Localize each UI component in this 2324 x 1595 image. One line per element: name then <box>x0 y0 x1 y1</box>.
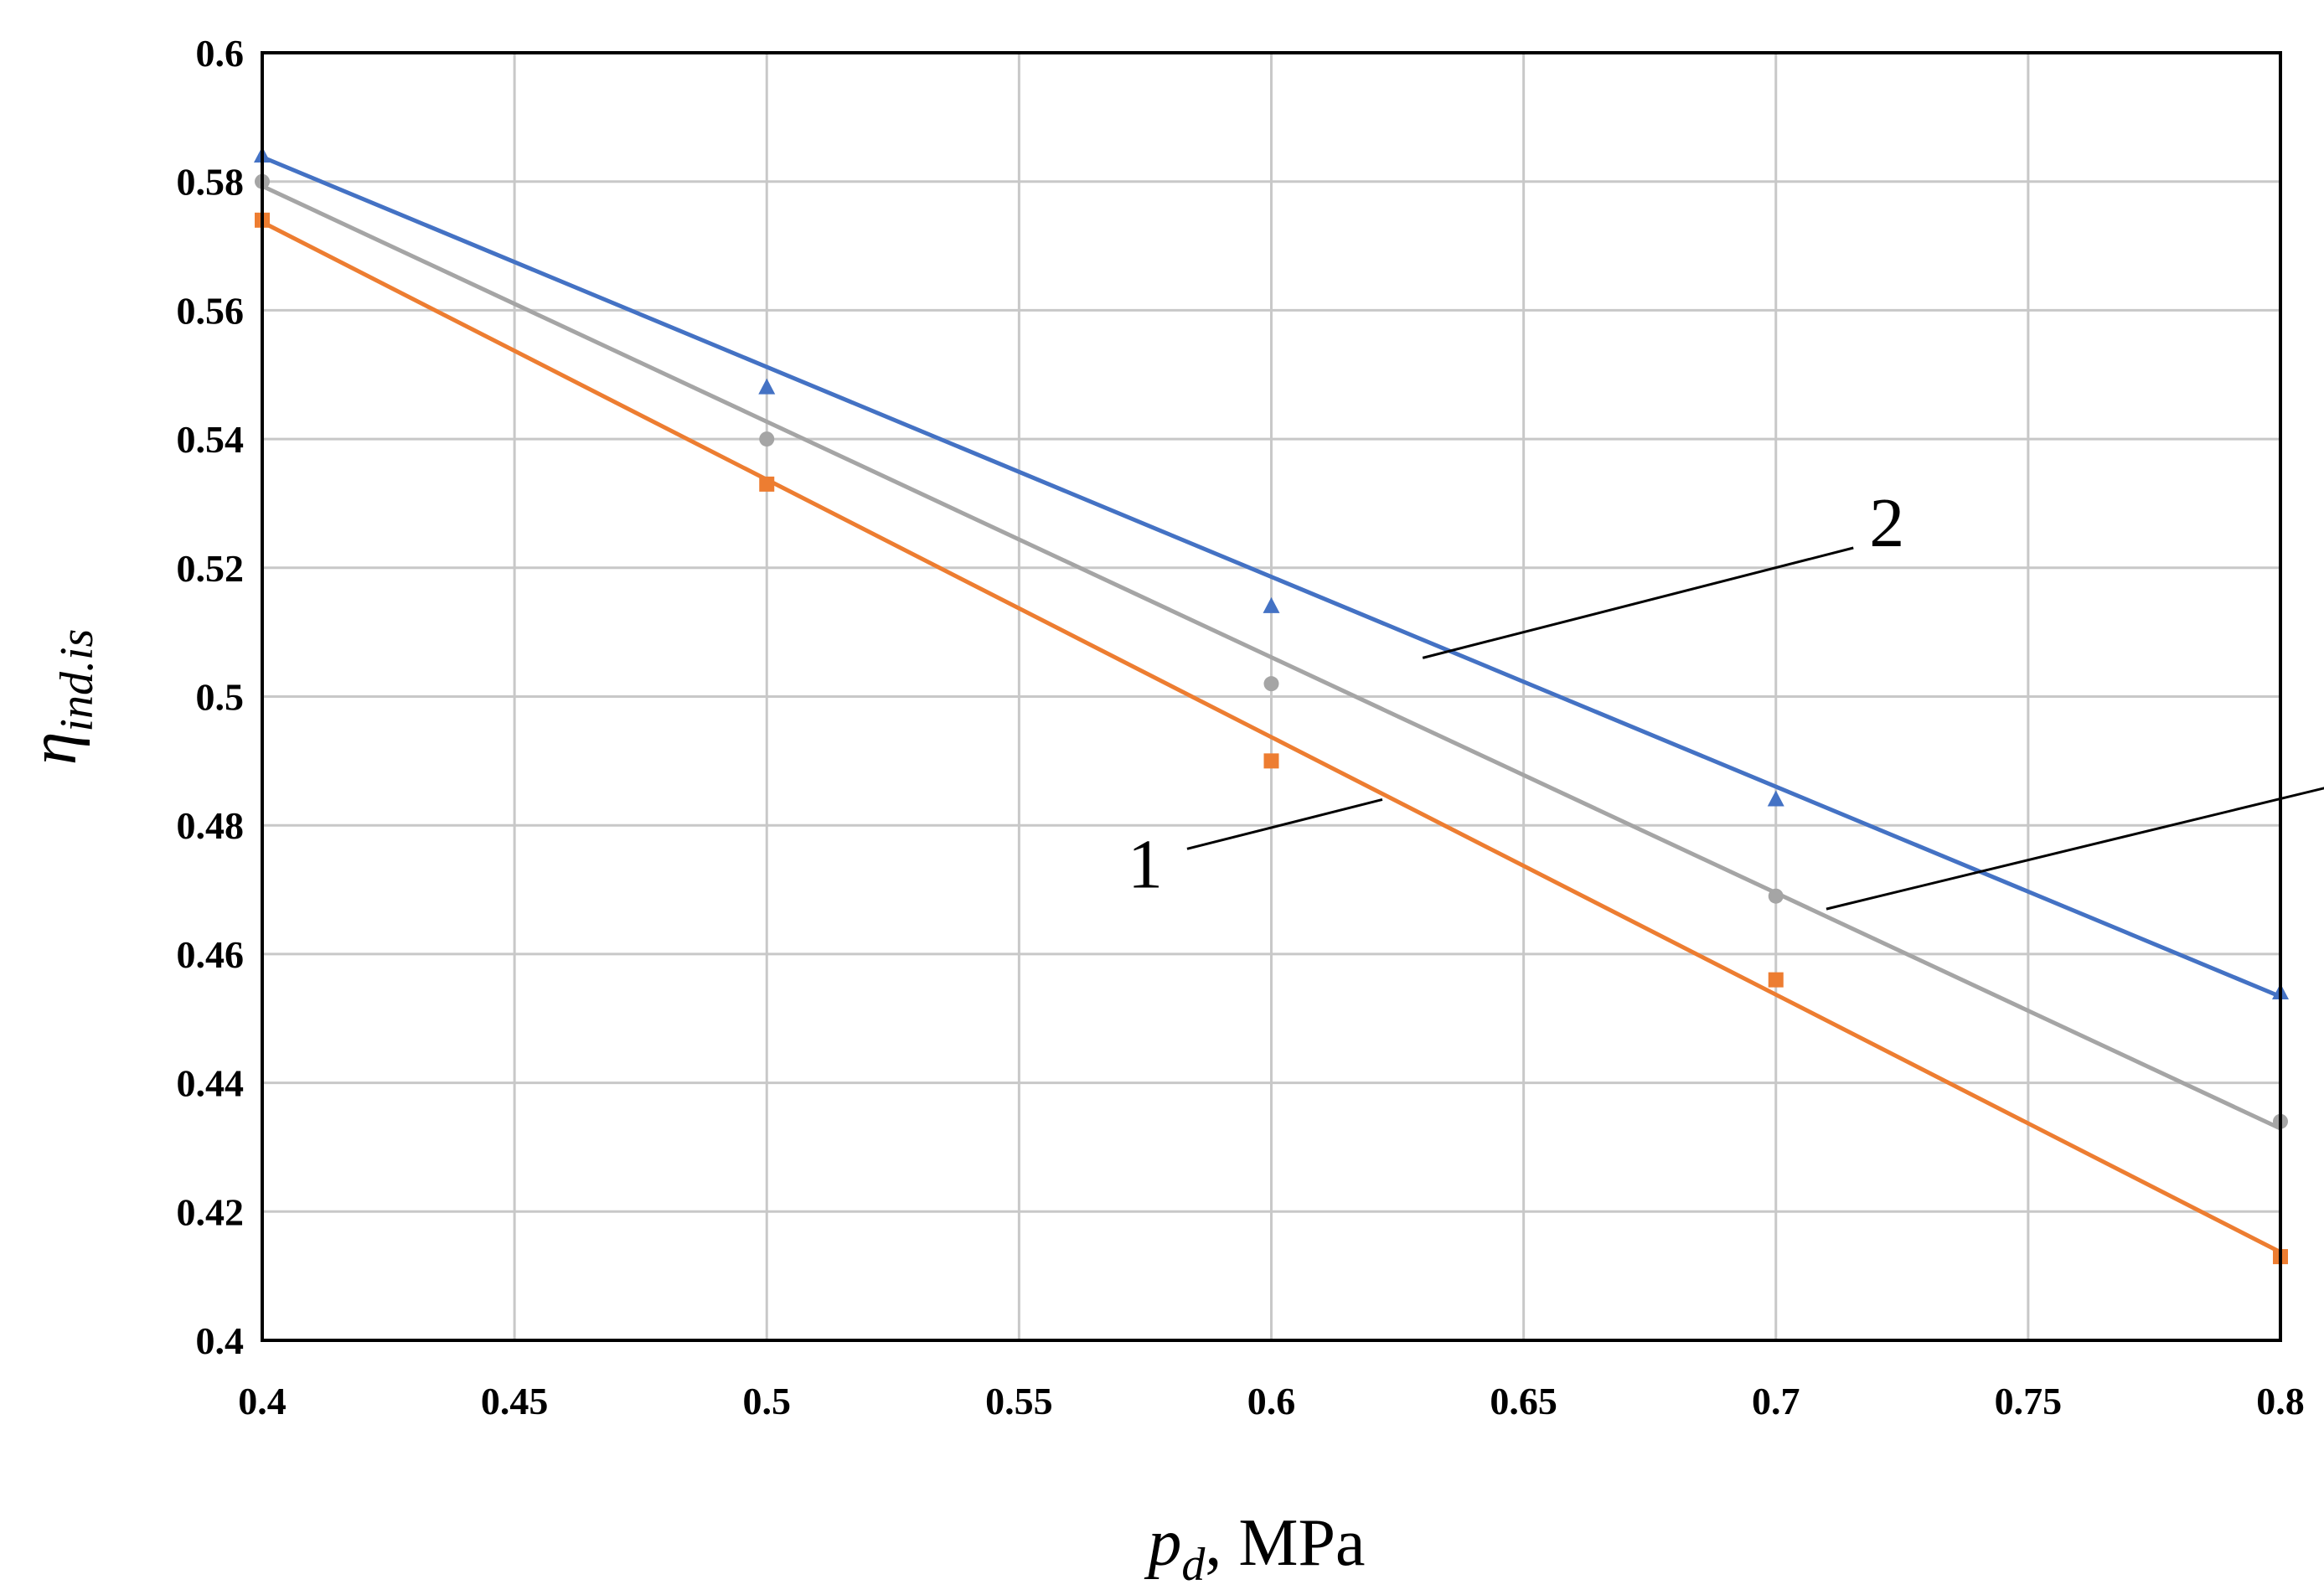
data-point <box>759 431 775 447</box>
y-tick-label: 0.42 <box>177 1190 245 1233</box>
curve-2-label: 2 <box>1869 484 1904 562</box>
data-point <box>1263 753 1279 769</box>
x-axis-symbol: p <box>1144 1506 1181 1580</box>
y-axis-subscript: ind.is <box>51 629 103 732</box>
y-tick-label: 0.44 <box>177 1062 245 1105</box>
data-point <box>1767 790 1784 807</box>
x-tick-label: 0.4 <box>238 1380 287 1422</box>
series-line <box>261 183 2282 1131</box>
x-axis-title: pd, MPa <box>1144 1506 1365 1591</box>
series-1 <box>255 212 2288 1265</box>
y-tick-label: 0.6 <box>196 32 245 75</box>
y-axis-symbol: η <box>17 732 90 766</box>
data-point <box>1263 676 1279 692</box>
y-tick-label: 0.52 <box>177 547 245 590</box>
data-point <box>1768 888 1784 904</box>
y-tick-label: 0.4 <box>196 1319 245 1362</box>
y-axis-title: ηind.is <box>17 629 103 766</box>
series-layer <box>254 146 2289 1265</box>
curve-2-leader <box>1422 546 1854 659</box>
data-point <box>1768 972 1784 988</box>
y-tick-label: 0.58 <box>177 161 245 204</box>
curve-3-leader <box>1826 787 2324 911</box>
x-tick-label: 0.75 <box>1995 1380 2063 1422</box>
data-point <box>758 378 776 395</box>
plot-area-frame <box>261 51 2282 1342</box>
x-tick-label: 0.5 <box>743 1380 792 1422</box>
curve-1-leader <box>1186 798 1383 850</box>
gridlines <box>261 51 2282 1342</box>
x-tick-label: 0.45 <box>481 1380 549 1422</box>
x-tick-label: 0.55 <box>985 1380 1053 1422</box>
curve-annotations: 123 <box>1128 484 2324 911</box>
y-tick-label: 0.5 <box>196 676 245 719</box>
x-tick-label: 0.65 <box>1490 1380 1557 1422</box>
x-tick-label: 0.6 <box>1247 1380 1296 1422</box>
series-line <box>261 155 2281 999</box>
y-tick-label: 0.54 <box>177 418 245 461</box>
x-axis-unit: , MPa <box>1205 1506 1365 1580</box>
x-tick-label: 0.8 <box>2256 1380 2305 1422</box>
data-point <box>759 476 775 492</box>
series-line <box>261 219 2282 1254</box>
curve-1-label: 1 <box>1128 825 1163 903</box>
tick-labels: 0.4 0.45 0.5 0.55 0.6 0.65 0.7 0.75 0.8 0.4 0.42 0.… <box>177 32 2305 1422</box>
y-tick-label: 0.48 <box>177 804 245 847</box>
x-axis-subscript: d <box>1181 1539 1206 1591</box>
x-tick-label: 0.7 <box>1752 1380 1800 1422</box>
y-tick-label: 0.46 <box>177 933 245 976</box>
data-point <box>1263 596 1280 613</box>
y-tick-label: 0.56 <box>177 289 245 332</box>
